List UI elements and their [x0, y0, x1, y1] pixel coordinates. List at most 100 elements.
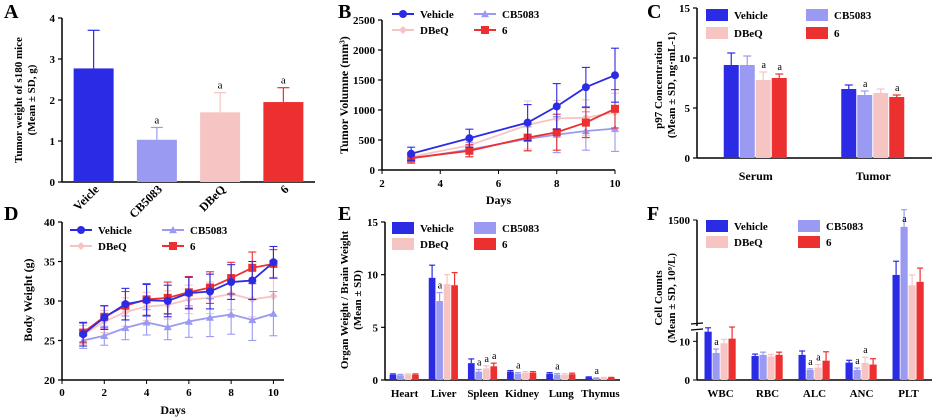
x-tick-label: 10	[268, 387, 280, 399]
legend-label: DBeQ	[420, 25, 449, 37]
y-axis-label-line: Organ Weight / Brain Weight	[339, 231, 351, 370]
bar	[529, 372, 537, 380]
bar	[728, 338, 736, 380]
bar	[561, 374, 568, 380]
legend-label: 6	[502, 25, 508, 37]
x-tick-label: 2	[379, 178, 385, 190]
bar	[73, 68, 114, 182]
significance-label: a	[808, 357, 813, 368]
legend-swatch	[798, 220, 820, 232]
legend-label: DBeQ	[734, 237, 763, 249]
x-tick-label: Kidney	[505, 388, 540, 400]
data-point	[399, 26, 407, 34]
panel-letter-B: B	[338, 1, 351, 23]
bar	[263, 102, 304, 182]
bar	[136, 139, 177, 182]
series-line-vehicle	[82, 261, 275, 335]
data-point	[399, 10, 407, 18]
bar	[607, 377, 615, 380]
bar	[200, 112, 241, 182]
series-line-dbeq	[410, 111, 616, 158]
legend-swatch	[392, 238, 414, 250]
data-point	[407, 149, 416, 158]
x-tick-label: Spleen	[467, 388, 498, 400]
data-point	[248, 276, 257, 285]
y-tick-label: 0	[685, 153, 691, 165]
panel-letter-E: E	[338, 203, 351, 225]
y-tick-label: 0	[50, 177, 56, 189]
x-tick-label: CB5083	[126, 182, 165, 221]
y-tick-label: 500	[359, 135, 376, 147]
significance-label: a	[778, 62, 783, 73]
y-tick-label: 2	[50, 95, 56, 107]
significance-label: a	[555, 362, 560, 373]
data-point	[465, 134, 474, 143]
data-point	[552, 102, 561, 111]
y-tick-label: 1000	[353, 105, 376, 117]
legend-swatch	[706, 236, 728, 248]
x-tick-label: Thymus	[581, 388, 620, 400]
data-point	[206, 313, 214, 321]
data-point	[611, 104, 619, 113]
data-point	[163, 323, 172, 331]
data-point	[269, 258, 278, 267]
panel-letter-C: C	[647, 1, 661, 23]
legend-label: CB5083	[502, 223, 540, 235]
bar	[908, 285, 916, 380]
y-axis-label: Organ Weight / Brain Weight(Mean ± SD)	[339, 231, 364, 370]
panel-letter-A: A	[4, 1, 19, 23]
bar	[739, 65, 755, 158]
bar	[482, 368, 490, 380]
significance-label: a	[594, 366, 599, 377]
y-tick-label: 0	[370, 165, 376, 177]
x-tick-label: Lung	[549, 388, 575, 400]
data-point	[184, 317, 193, 325]
x-tick-label: Serum	[739, 169, 773, 183]
y-tick-label: 2500	[353, 15, 376, 27]
y-axis-label-line: Tumor weight of s180 mice	[13, 37, 25, 163]
y-tick-label: 1500	[668, 215, 691, 227]
y-tick-label: 1500	[353, 75, 376, 87]
legend-swatch	[706, 27, 728, 39]
data-point	[100, 331, 109, 339]
data-point	[611, 71, 619, 80]
significance-label: a	[714, 337, 719, 348]
bar	[443, 284, 451, 380]
y-axis-label-line: (Mean ± SD, 10⁹/L)	[666, 253, 678, 343]
significance-label: a	[492, 351, 497, 362]
bar	[814, 367, 822, 380]
bar	[916, 281, 924, 380]
data-point	[523, 118, 532, 127]
bar	[704, 331, 712, 380]
data-point	[227, 278, 236, 287]
bar	[759, 354, 767, 380]
y-tick-label: 25	[44, 336, 56, 348]
bar	[845, 362, 853, 380]
bar	[857, 95, 873, 158]
y-tick-label: 0	[373, 375, 379, 387]
y-tick-label: 5	[373, 322, 379, 334]
x-tick-label: ALC	[803, 388, 826, 400]
bar	[822, 360, 830, 380]
bar	[720, 343, 728, 380]
bar	[436, 301, 443, 380]
legend-label: 6	[826, 237, 832, 249]
bar	[889, 97, 905, 158]
x-tick-label: 0	[59, 387, 65, 399]
data-point	[227, 310, 236, 318]
bar	[553, 374, 561, 380]
data-point	[121, 300, 130, 309]
significance-label: a	[516, 361, 521, 372]
legend-label: Vehicle	[420, 9, 454, 21]
bar	[712, 352, 720, 380]
significance-label: a	[477, 357, 482, 368]
x-tick-label: ANC	[850, 388, 874, 400]
data-point	[163, 297, 172, 305]
bar	[507, 371, 514, 380]
y-tick-label: 0	[685, 375, 691, 387]
bar	[397, 375, 404, 380]
data-point	[206, 287, 214, 296]
legend-label: CB5083	[826, 221, 864, 233]
data-point	[79, 330, 88, 339]
x-tick-label: 8	[228, 387, 234, 399]
